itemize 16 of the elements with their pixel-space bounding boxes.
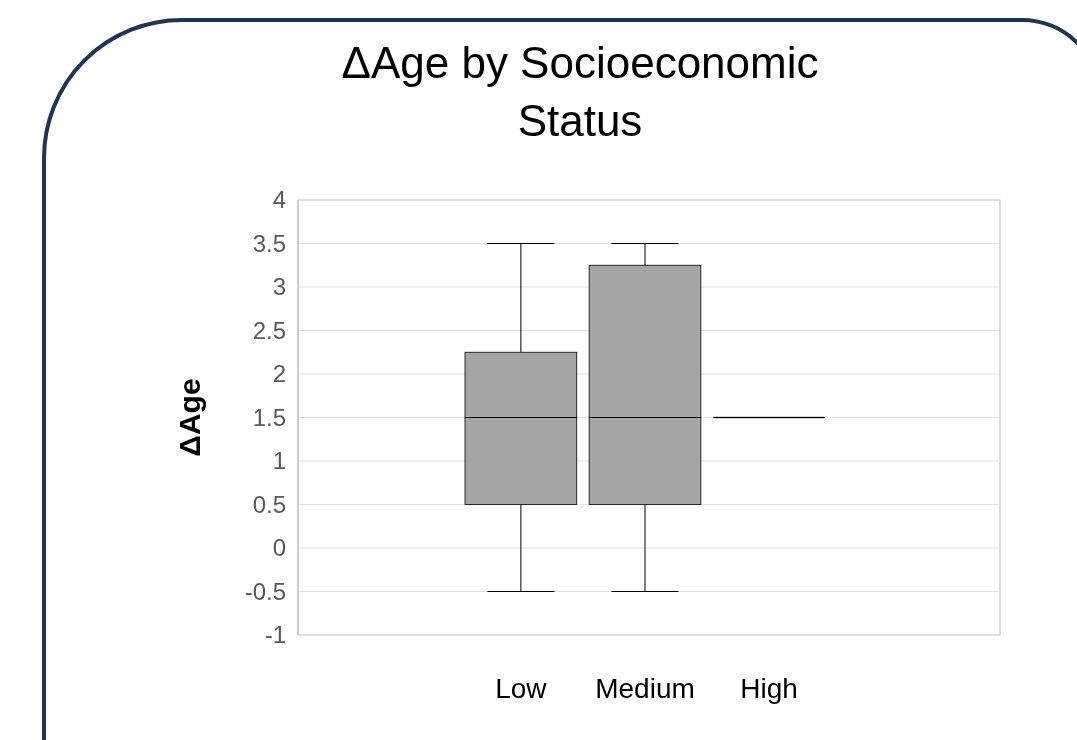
- y-axis-title: ΔAge: [173, 378, 206, 457]
- y-tick-label: 2.5: [252, 316, 286, 344]
- y-tick-label: 3: [272, 273, 286, 301]
- y-tick-label: 0.5: [252, 490, 286, 518]
- chart-title: ΔAge by Socioeconomic Status: [341, 38, 819, 145]
- y-tick-label: 4: [272, 186, 286, 214]
- x-tick-label: Medium: [595, 673, 695, 704]
- x-tick-label: High: [740, 673, 798, 704]
- y-tick-label: 2: [272, 360, 286, 388]
- y-tick-label: -0.5: [244, 577, 286, 605]
- y-tick-label: 3.5: [252, 229, 286, 257]
- y-tick-label: 1: [272, 447, 286, 475]
- y-tick-label: 1.5: [252, 403, 286, 431]
- y-tick-label: 0: [272, 534, 286, 562]
- x-tick-label: Low: [495, 673, 548, 704]
- y-tick-label: -1: [264, 621, 286, 649]
